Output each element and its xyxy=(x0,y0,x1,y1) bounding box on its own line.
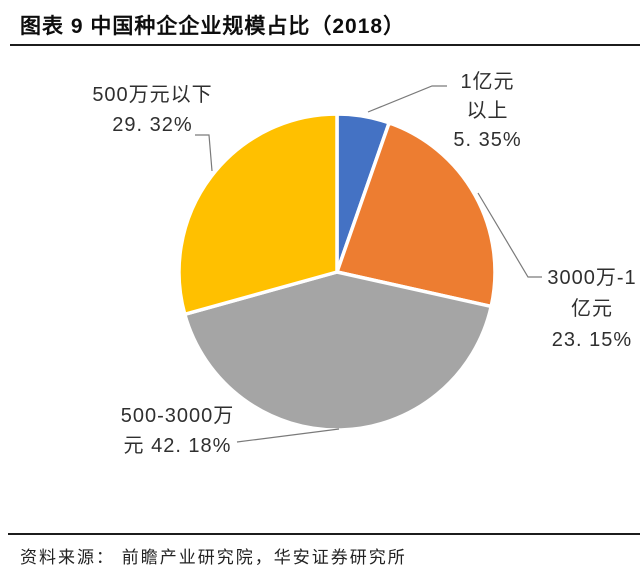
callout-30-100m-value: 23. 15% xyxy=(551,329,633,351)
callout-30-100m-label-1: 3000万-1 xyxy=(547,267,637,289)
chart-title: 图表 9 中国种企企业规模占比（2018） xyxy=(20,15,406,38)
pie-slices xyxy=(177,112,497,432)
callout-below-5m-value: 29. 32% xyxy=(112,114,193,136)
callout-5-30m-label: 500-3000万 xyxy=(120,405,235,427)
title-divider xyxy=(10,44,640,46)
leader-line-above-100m xyxy=(367,85,447,113)
callout-above-100m-label-2: 以上 xyxy=(466,100,509,122)
callout-below-5m-label: 500万元以下 xyxy=(92,84,213,106)
callout-above-100m: 1亿元 以上 5. 35% xyxy=(435,68,540,155)
callout-5-30m: 500-3000万 元 42. 18% xyxy=(85,401,270,461)
leader-line-30-100m xyxy=(477,192,542,278)
leader-line-below-5m xyxy=(195,134,213,172)
pie-slice-4-500万元以下 xyxy=(177,112,339,317)
callout-above-100m-label-1: 1亿元 xyxy=(460,71,515,93)
callout-5-30m-value: 元 42. 18% xyxy=(123,435,232,457)
callout-below-5m: 500万元以下 29. 32% xyxy=(55,80,250,140)
footer-divider xyxy=(8,533,640,535)
callout-above-100m-value: 5. 35% xyxy=(453,129,522,151)
pie-slice-3-500-3000万元 xyxy=(183,270,493,432)
callout-30-100m: 3000万-1 亿元 23. 15% xyxy=(542,263,640,356)
leader-line-5-30m xyxy=(236,428,340,443)
callout-30-100m-label-2: 亿元 xyxy=(571,298,613,320)
pie-slice-2-3000万-1亿元 xyxy=(335,121,497,309)
source-note: 资料来源： 前瞻产业研究院，华安证券研究所 xyxy=(20,548,407,567)
